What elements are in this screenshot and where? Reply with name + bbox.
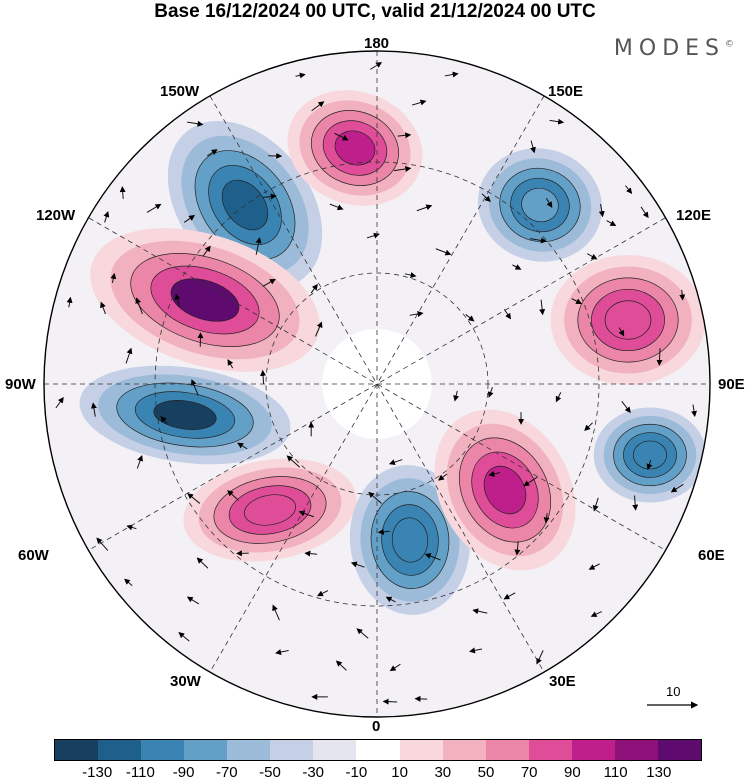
colorbar-swatch	[571, 740, 615, 760]
colorbar-tick-label: 130	[646, 764, 672, 781]
colorbar-swatch	[55, 740, 99, 760]
colorbar-tick-label: -130	[82, 764, 113, 781]
lon-label-120w: 120W	[36, 207, 76, 224]
modes-logo: MODES©	[614, 36, 734, 61]
map-title: Base 16/12/2024 00 UTC, valid 21/12/2024…	[154, 1, 596, 22]
lon-label-30w: 30W	[170, 673, 201, 690]
colorbar-tick-label: -70	[215, 764, 238, 781]
colorbar-tick-label: 30	[434, 764, 452, 781]
lon-label-0: 0	[372, 718, 381, 735]
logo-text: MODES	[613, 36, 725, 61]
colorbar-tick-label: -50	[259, 764, 281, 781]
colorbar-tick-label: 70	[520, 764, 538, 781]
lon-label-180: 180	[364, 35, 390, 52]
colorbar-swatch	[614, 740, 658, 760]
graticule	[44, 51, 710, 717]
map-boundary	[43, 50, 711, 718]
colorbar-swatch	[528, 740, 572, 760]
colorbar-swatch	[399, 740, 443, 760]
anomaly-high-120w	[90, 228, 320, 372]
lon-label-120e: 120E	[676, 207, 712, 224]
colorbar-tick-label: 50	[477, 764, 495, 781]
vector-scale-arrow	[647, 701, 699, 709]
colorbar-swatch	[356, 740, 400, 760]
colorbar-tick-label: -90	[172, 764, 195, 781]
lon-label-60e: 60E	[698, 547, 725, 564]
colorbar-tick-label: -110	[125, 764, 155, 781]
colorbar-swatch	[313, 740, 357, 760]
colorbar-swatch	[270, 740, 314, 760]
anomaly-high-45e	[434, 409, 576, 571]
colorbar-tick-label: 110	[603, 764, 628, 781]
colorbar	[54, 739, 702, 761]
lon-label-60w: 60W	[18, 547, 49, 564]
colorbar-swatch	[442, 740, 486, 760]
anomaly-low-150e	[477, 148, 603, 262]
colorbar-swatch	[184, 740, 228, 760]
lon-label-90e: 90E	[718, 376, 745, 393]
colorbar-swatch	[98, 740, 142, 760]
anomaly-fields	[79, 90, 707, 615]
anomaly-high-60w	[183, 458, 357, 562]
colorbar-swatch	[485, 740, 529, 760]
colorbar-swatch	[141, 740, 185, 760]
lon-label-150e: 150E	[548, 83, 584, 100]
streamline-arrows	[55, 62, 697, 705]
colorbar-swatch	[657, 740, 701, 760]
logo-mark: ©	[725, 39, 734, 50]
map-disk	[44, 51, 710, 717]
anomaly-high-110e	[550, 255, 706, 385]
lon-label-30e: 30E	[549, 673, 576, 690]
colorbar-tick-label: -10	[345, 764, 368, 781]
anomaly-low-100e	[593, 407, 707, 503]
lon-label-90w: 90W	[5, 376, 36, 393]
polar-map	[43, 50, 711, 718]
colorbar-swatch	[227, 740, 271, 760]
anomaly-low-90w	[79, 365, 291, 465]
colorbar-tick-label: -30	[302, 764, 325, 781]
vector-scale-label: 10	[666, 684, 681, 699]
colorbar-tick-label: 10	[391, 764, 408, 781]
lon-label-150w: 150W	[160, 83, 200, 100]
colorbar-tick-label: 90	[564, 764, 581, 781]
